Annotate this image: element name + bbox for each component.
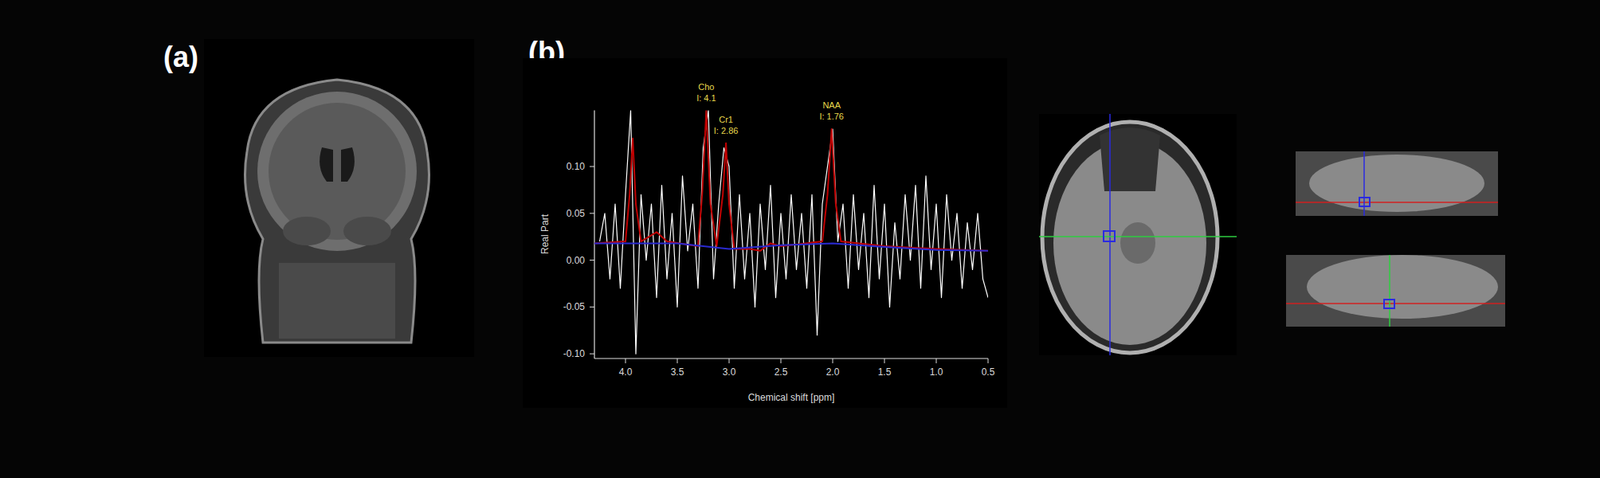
x-tick [677,358,679,364]
axial-head [1042,121,1218,353]
x-tick-label: 4.0 [619,366,633,378]
y-tick-label: -0.10 [563,348,586,360]
slice-line [1295,201,1499,204]
y-tick [589,212,595,214]
peak-name: Cr1 [718,114,734,125]
x-tick-label: 1.5 [878,366,892,378]
voxel [1384,299,1395,309]
crosshair-v [1109,113,1111,356]
voxel [1103,231,1115,242]
y-tick-label: 0.05 [566,207,586,220]
peak-name: Cho [698,82,714,92]
x-tick-label: 2.5 [774,366,789,378]
annotation-anchor [831,128,832,130]
y-axis-label: Real Part [539,213,551,255]
y-tick-label: 0.00 [566,254,586,267]
crosshair-h [1039,235,1237,238]
plot-background [522,58,1008,408]
x-axis [594,357,989,359]
plot-area [594,110,989,355]
sagittal-localizer [1286,254,1506,327]
peak-intensity: I: 4.1 [696,93,716,103]
x-tick [832,358,834,364]
x-tick [936,358,938,364]
annotation-anchor [705,109,707,111]
x-tick-label: 2.0 [826,366,840,378]
slice-line [1286,302,1506,305]
x-tick [780,358,782,364]
y-axis [593,110,595,360]
panel-label: (a) [163,40,199,74]
spectrum-line [594,110,989,251]
coronal-brain-strip [1309,154,1485,212]
coronal-brain [245,79,430,343]
x-tick [729,358,730,364]
y-tick-label: 0.10 [566,160,586,173]
voxel [1359,197,1370,207]
x-tick-label: 3.5 [670,366,685,378]
spectrum-line [594,243,989,251]
x-tick-label: 1.0 [929,366,944,378]
x-tick-label: 0.5 [981,366,996,378]
neck-tissue [278,262,396,339]
brain [257,91,417,251]
y-tick [589,306,595,308]
x-axis-label: Chemical shift [ppm] [748,392,836,404]
temporal-lobe [343,216,392,246]
peak-intensity: I: 2.86 [713,125,739,136]
peak-name: NAA [822,100,841,110]
y-tick [589,166,595,168]
coronal-localizer [1295,151,1499,216]
ventricle [319,147,334,182]
orbits [1099,127,1161,192]
y-tick-label: -0.05 [563,301,586,313]
coronal-image [203,39,475,357]
x-tick [884,358,886,364]
x-tick [988,358,989,364]
head-outline [245,79,430,343]
figure: (a)(b)4.03.53.02.52.01.51.00.50.100.050.… [0,0,1600,478]
white-matter [268,102,406,240]
y-tick [589,353,595,355]
ventricle [341,147,355,182]
peak-intensity: I: 1.76 [819,111,844,122]
slice-line [1388,254,1391,327]
temporal-lobe [282,216,331,246]
x-tick [625,358,627,364]
annotation-anchor [725,142,727,144]
y-tick [589,259,595,261]
axial-image [1039,113,1237,356]
spectrum-line [600,110,989,355]
sagittal-brain-strip [1306,254,1499,319]
brainstem [1120,222,1156,264]
x-tick-label: 3.0 [722,366,737,378]
